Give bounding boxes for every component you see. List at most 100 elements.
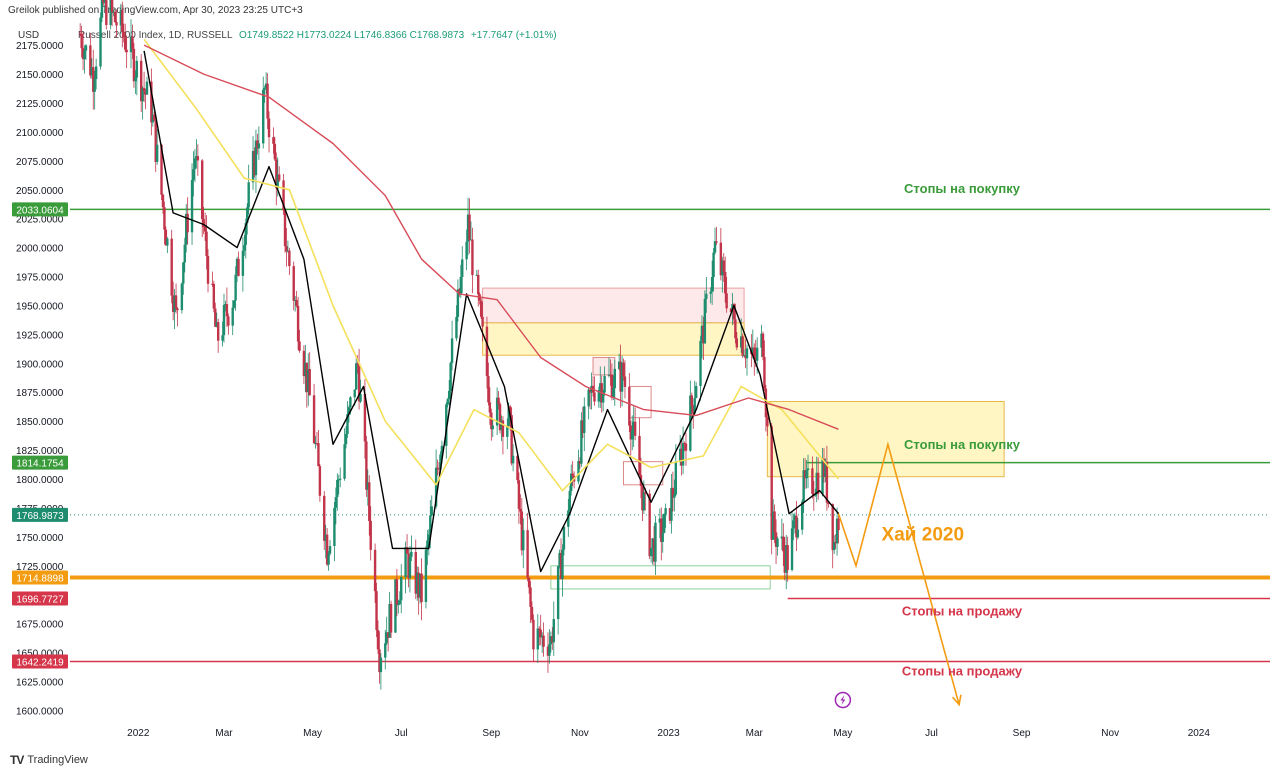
candle-body-157 [397, 604, 400, 606]
candle-body-208 [500, 420, 503, 431]
candle-body-345 [780, 536, 784, 539]
candle-body-171 [426, 540, 429, 550]
candle-body-152 [386, 632, 390, 638]
candle-body-147 [376, 630, 380, 650]
candle-body-359 [806, 468, 810, 471]
candle-body-122 [325, 534, 329, 565]
x-tick-label: Mar [215, 728, 233, 739]
candle-body-119 [318, 466, 322, 496]
candle-body-176 [436, 467, 439, 469]
tradingview-logo[interactable]: TV TradingView [10, 753, 88, 767]
candle-body-257 [600, 383, 603, 403]
candle-body-233 [551, 636, 554, 643]
candle-body-130 [343, 444, 346, 479]
candle-body-9 [94, 66, 98, 80]
candle-body-300 [689, 395, 692, 451]
candle-body-97 [275, 159, 278, 189]
candle-body-64 [206, 255, 210, 284]
candle-body-131 [344, 433, 348, 445]
price-label-box-3 [12, 570, 68, 585]
candle-body-285 [658, 518, 662, 523]
zone-6 [623, 461, 664, 486]
candle-body-363 [815, 472, 818, 495]
candle-body-344 [776, 538, 779, 547]
candle-body-128 [337, 479, 340, 481]
candle-body-244 [572, 475, 576, 482]
y-tick-label: 1925.0000 [16, 330, 64, 341]
candle-body-361 [812, 493, 816, 496]
candle-body-166 [416, 572, 419, 594]
candle-body-309 [705, 293, 708, 299]
candle-body-83 [246, 207, 249, 223]
zone-2 [766, 401, 1005, 478]
candle-body-235 [556, 566, 560, 620]
candle-body-66 [212, 283, 216, 309]
publish-info: Greilok published on TradingView.com, Ap… [8, 5, 303, 16]
candle-body-265 [617, 361, 621, 369]
zone-4 [592, 357, 616, 376]
candle-body-264 [613, 368, 616, 389]
y-tick-label: 1700.0000 [16, 591, 64, 602]
candle-body-372 [834, 541, 837, 544]
candle-body-271 [629, 425, 632, 440]
candle-body-206 [497, 397, 500, 405]
candle-body-315 [719, 242, 723, 276]
candle-body-207 [498, 404, 502, 431]
price-label-1: 1814.1754 [16, 459, 64, 470]
candle-body-243 [571, 473, 574, 476]
candle-body-185 [455, 316, 458, 339]
candle-body-41 [161, 194, 165, 208]
candle-body-190 [465, 241, 468, 260]
candle-body-259 [603, 375, 606, 393]
candle-body-57 [193, 158, 197, 170]
annotation-1: Стопы на покупку [904, 437, 1021, 452]
candle-body-91 [263, 88, 266, 90]
candle-body-302 [692, 406, 695, 414]
candle-body-159 [400, 576, 403, 601]
candle-body-154 [389, 603, 393, 633]
candle-body-129 [339, 478, 342, 480]
candle-body-371 [832, 541, 836, 551]
candle-body-337 [763, 356, 766, 389]
candle-body-316 [721, 260, 724, 276]
candle-body-59 [196, 156, 200, 161]
price-label-box-2 [12, 507, 68, 522]
candle-body-144 [369, 520, 372, 550]
candle-body-229 [542, 635, 545, 647]
y-tick-label: 2150.0000 [16, 70, 64, 81]
candle-body-338 [764, 388, 768, 418]
y-tick-label: 1825.0000 [16, 446, 64, 457]
candle-body-175 [434, 467, 438, 507]
candle-body-68 [215, 322, 218, 327]
candle-body-308 [703, 298, 707, 344]
candle-body-249 [583, 406, 586, 433]
candle-body-230 [546, 646, 550, 656]
candle-body-164 [410, 552, 413, 557]
candle-body-354 [796, 529, 800, 538]
candle-body-42 [163, 207, 166, 230]
candle-body-231 [548, 644, 551, 656]
candle-body-355 [801, 501, 804, 530]
y-tick-label: 1875.0000 [16, 388, 64, 399]
candle-body-348 [785, 545, 788, 573]
candle-body-113 [307, 369, 310, 393]
candle-body-317 [722, 260, 725, 272]
candle-body-331 [751, 347, 755, 355]
candle-body-148 [378, 649, 381, 673]
candle-body-294 [674, 461, 678, 495]
candle-body-77 [234, 274, 237, 301]
candle-body-101 [283, 210, 287, 247]
candle-body-218 [520, 511, 524, 551]
candle-body-245 [577, 461, 580, 482]
candle-body-242 [570, 473, 573, 492]
y-tick-label: 1675.0000 [16, 620, 64, 631]
candle-body-126 [334, 497, 338, 508]
annotation-3: Стопы на продажу [902, 604, 1023, 619]
candle-body-269 [623, 376, 627, 387]
candle-body-273 [632, 421, 635, 431]
candle-body-374 [837, 518, 840, 531]
candle-body-326 [741, 336, 744, 356]
candle-body-69 [216, 322, 220, 341]
